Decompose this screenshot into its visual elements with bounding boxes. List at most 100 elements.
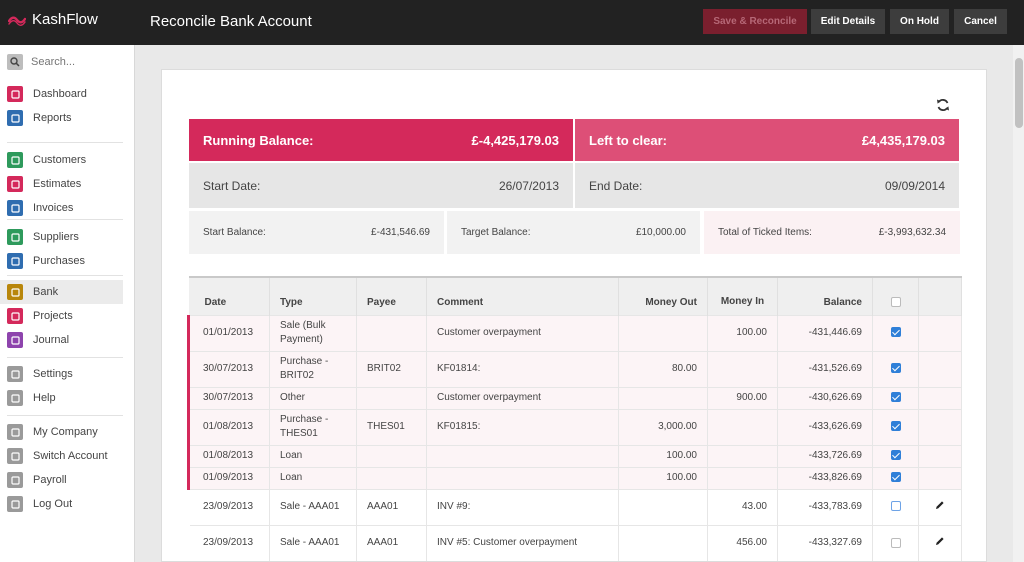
- start-date-label: Start Date:: [203, 178, 261, 193]
- settings-icon: [7, 366, 23, 382]
- cell-date: 23/09/2013: [188, 524, 270, 561]
- cell-tick: [872, 524, 919, 561]
- save-reconcile-button[interactable]: Save & Reconcile: [703, 9, 807, 34]
- col-date[interactable]: Date: [188, 276, 270, 315]
- sidebar-item-estimates[interactable]: Estimates: [0, 172, 135, 196]
- table-row[interactable]: 01/09/2013 Loan 100.00 -433,826.69: [187, 466, 962, 489]
- reconcile-checkbox[interactable]: [890, 450, 901, 461]
- col-comment[interactable]: Comment: [426, 276, 619, 315]
- col-payee[interactable]: Payee: [356, 276, 427, 315]
- sidebar-item-settings[interactable]: Settings: [0, 362, 135, 386]
- cancel-button[interactable]: Cancel: [954, 9, 1007, 34]
- table-header-row: Date Type Payee Comment Money Out Money …: [188, 276, 962, 315]
- reconcile-checkbox[interactable]: [890, 363, 901, 374]
- sidebar-item-suppliers[interactable]: Suppliers: [0, 225, 135, 249]
- sidebar-item-log-out[interactable]: Log Out: [0, 492, 135, 516]
- sidebar-item-purchases[interactable]: Purchases: [0, 249, 135, 273]
- cell-date: 30/07/2013: [187, 386, 270, 409]
- help-icon: [7, 390, 23, 406]
- cell-comment: [426, 466, 619, 489]
- reconcile-checkbox[interactable]: [890, 421, 901, 432]
- cell-payee: BRIT02: [356, 350, 427, 387]
- reconcile-checkbox[interactable]: [890, 392, 901, 403]
- cell-money-in: [707, 350, 778, 387]
- kashflow-logo[interactable]: KashFlow: [8, 11, 98, 28]
- table-row[interactable]: 01/08/2013 Purchase - THES01 THES01 KF01815…: [187, 408, 962, 445]
- running-balance-box: Running Balance: £-4,425,179.03: [189, 119, 573, 161]
- start-balance-value: £-431,546.69: [371, 227, 430, 238]
- table-row[interactable]: 30/07/2013 Other Customer overpayment 900.0…: [187, 386, 962, 409]
- dashboard-icon: [7, 86, 23, 102]
- sidebar-item-payroll[interactable]: Payroll: [0, 468, 135, 492]
- sidebar-item-customers[interactable]: Customers: [0, 148, 135, 172]
- sidebar-item-invoices[interactable]: Invoices: [0, 196, 135, 220]
- reconcile-checkbox[interactable]: [890, 327, 901, 338]
- sidebar-item-switch-account[interactable]: Switch Account: [0, 444, 135, 468]
- refresh-icon[interactable]: [936, 98, 950, 112]
- sidebar-item-journal[interactable]: Journal: [0, 328, 135, 352]
- cell-balance: -433,783.69: [777, 488, 873, 525]
- sidebar-item-label: My Company: [33, 426, 98, 438]
- col-type[interactable]: Type: [269, 276, 357, 315]
- sidebar: Dashboard Reports Customers Estimates Invoic…: [0, 45, 135, 562]
- nav-group: Bank Projects Journal: [0, 280, 135, 352]
- cell-actions: [918, 408, 962, 445]
- scrollbar-track[interactable]: [1013, 45, 1024, 562]
- col-money-out[interactable]: Money Out: [618, 276, 708, 315]
- cell-balance: -431,526.69: [777, 350, 873, 387]
- sidebar-item-label: Projects: [33, 310, 73, 322]
- cell-payee: [356, 386, 427, 409]
- table-row[interactable]: 23/09/2013 Sale - AAA01 AAA01 INV #9: 43.00-…: [188, 488, 962, 525]
- sidebar-divider: [7, 219, 123, 220]
- cell-type: Sale - AAA01: [269, 524, 357, 561]
- cell-type: Loan: [269, 466, 357, 489]
- customers-icon: [7, 152, 23, 168]
- reconcile-checkbox[interactable]: [890, 537, 901, 548]
- sidebar-item-my-company[interactable]: My Company: [0, 420, 135, 444]
- scrollbar-thumb[interactable]: [1015, 58, 1023, 128]
- sidebar-item-label: Journal: [33, 334, 70, 346]
- cell-money-out: 80.00: [618, 350, 708, 387]
- reconcile-checkbox[interactable]: [890, 501, 901, 512]
- pencil-icon[interactable]: [935, 537, 945, 549]
- table-row[interactable]: 23/09/2013 Sale - AAA01 AAA01 INV #5: Custo…: [188, 524, 962, 561]
- search-input[interactable]: [31, 56, 116, 68]
- table-row[interactable]: 01/08/2013 Loan 100.00 -433,726.69: [187, 444, 962, 467]
- left-to-clear-label: Left to clear:: [589, 132, 668, 148]
- reconcile-checkbox[interactable]: [890, 472, 901, 483]
- pencil-icon[interactable]: [935, 500, 945, 513]
- table-row[interactable]: 01/01/2013 Sale (Bulk Payment) Customer ov…: [187, 314, 962, 351]
- cell-type: Sale - AAA01: [269, 488, 357, 525]
- sidebar-divider: [7, 357, 123, 358]
- end-date-box: End Date: 09/09/2014: [575, 163, 959, 208]
- running-balance-value: £-4,425,179.03: [471, 132, 559, 148]
- sidebar-item-reports[interactable]: Reports: [0, 106, 135, 130]
- cell-payee: [356, 444, 427, 467]
- sidebar-item-label: Purchases: [33, 255, 85, 267]
- col-money-in[interactable]: Money In: [707, 276, 778, 315]
- table-row[interactable]: 30/07/2013 Purchase - BRIT02 BRIT02 KF01814…: [187, 350, 962, 387]
- search-box: [7, 53, 122, 71]
- on-hold-button[interactable]: On Hold: [890, 9, 949, 34]
- sidebar-item-label: Suppliers: [33, 231, 79, 243]
- sidebar-item-dashboard[interactable]: Dashboard: [0, 82, 135, 106]
- cell-actions: [918, 350, 962, 387]
- cell-money-in: [707, 466, 778, 489]
- cell-comment: Customer overpayment: [426, 314, 619, 351]
- col-balance[interactable]: Balance: [777, 276, 873, 315]
- cell-actions: [918, 386, 962, 409]
- sidebar-item-label: Customers: [33, 154, 87, 166]
- cell-money-in: 456.00: [707, 524, 778, 561]
- cell-comment: [426, 444, 619, 467]
- cell-money-in: [707, 444, 778, 467]
- ticked-total-box: Total of Ticked Items: £-3,993,632.34: [704, 211, 960, 254]
- cell-balance: -431,446.69: [777, 314, 873, 351]
- select-all-checkbox[interactable]: [890, 296, 901, 307]
- switch-icon: [7, 448, 23, 464]
- sidebar-item-projects[interactable]: Projects: [0, 304, 135, 328]
- sidebar-item-help[interactable]: Help: [0, 386, 135, 410]
- invoices-icon: [7, 200, 23, 216]
- sidebar-item-bank[interactable]: Bank: [0, 280, 123, 304]
- sidebar-divider: [7, 142, 123, 143]
- edit-details-button[interactable]: Edit Details: [811, 9, 885, 34]
